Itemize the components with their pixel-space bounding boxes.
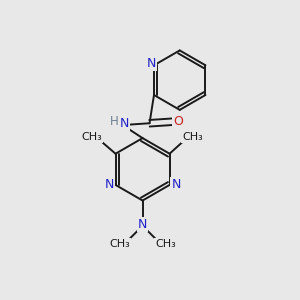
Text: CH₃: CH₃ [109, 238, 130, 249]
Text: CH₃: CH₃ [182, 132, 203, 142]
Text: O: O [173, 115, 183, 128]
Text: N: N [120, 117, 129, 130]
Text: N: N [146, 57, 156, 70]
Text: N: N [104, 178, 114, 191]
Text: N: N [171, 178, 181, 191]
Text: N: N [138, 218, 147, 231]
Text: H: H [110, 115, 119, 128]
Text: CH₃: CH₃ [81, 132, 102, 142]
Text: CH₃: CH₃ [155, 238, 176, 249]
